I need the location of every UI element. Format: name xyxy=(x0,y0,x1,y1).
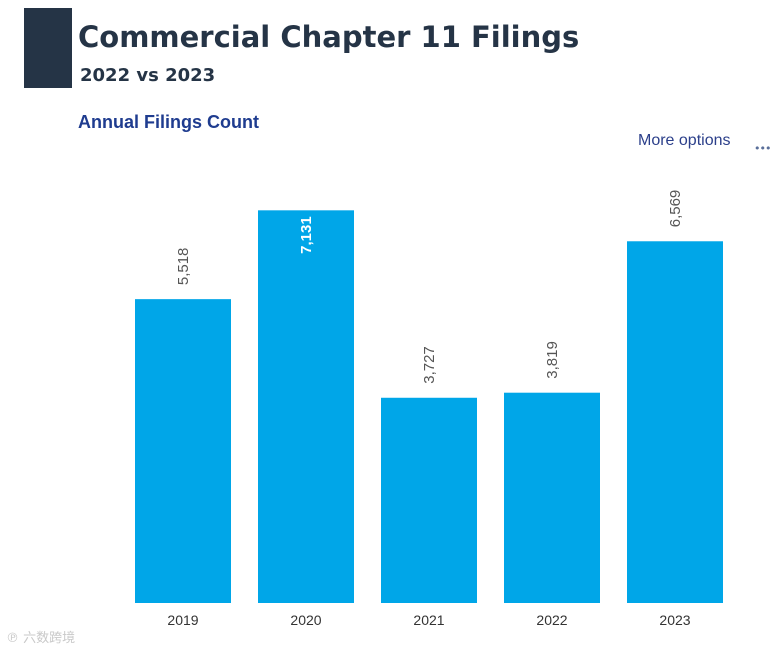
data-label-2019: 5,518 xyxy=(175,248,192,286)
page-title: Commercial Chapter 11 Filings xyxy=(78,20,580,54)
chart-title: Annual Filings Count xyxy=(78,112,259,132)
x-tick-label-2020: 2020 xyxy=(290,612,321,628)
data-label-2020: 7,131 xyxy=(298,216,315,254)
bar-2022[interactable] xyxy=(504,392,600,603)
x-tick-label-2021: 2021 xyxy=(413,612,444,628)
bar-2021[interactable] xyxy=(381,397,477,603)
more-options-button[interactable]: More options xyxy=(638,132,731,149)
bar-2023[interactable] xyxy=(627,241,723,603)
bar-2020[interactable] xyxy=(258,210,354,604)
ellipsis-icon[interactable]: ••• xyxy=(754,142,771,155)
header-accent-bar xyxy=(24,8,72,88)
bar-2019[interactable] xyxy=(135,299,231,603)
page-subtitle: 2022 vs 2023 xyxy=(80,65,216,86)
x-tick-label-2023: 2023 xyxy=(659,612,690,628)
data-label-2022: 3,819 xyxy=(544,341,561,379)
data-label-2021: 3,727 xyxy=(421,346,438,384)
x-tick-label-2019: 2019 xyxy=(167,612,198,628)
watermark: ℗ 六数跨境 xyxy=(6,631,76,646)
x-tick-label-2022: 2022 xyxy=(536,612,567,628)
data-label-2023: 6,569 xyxy=(667,190,684,228)
